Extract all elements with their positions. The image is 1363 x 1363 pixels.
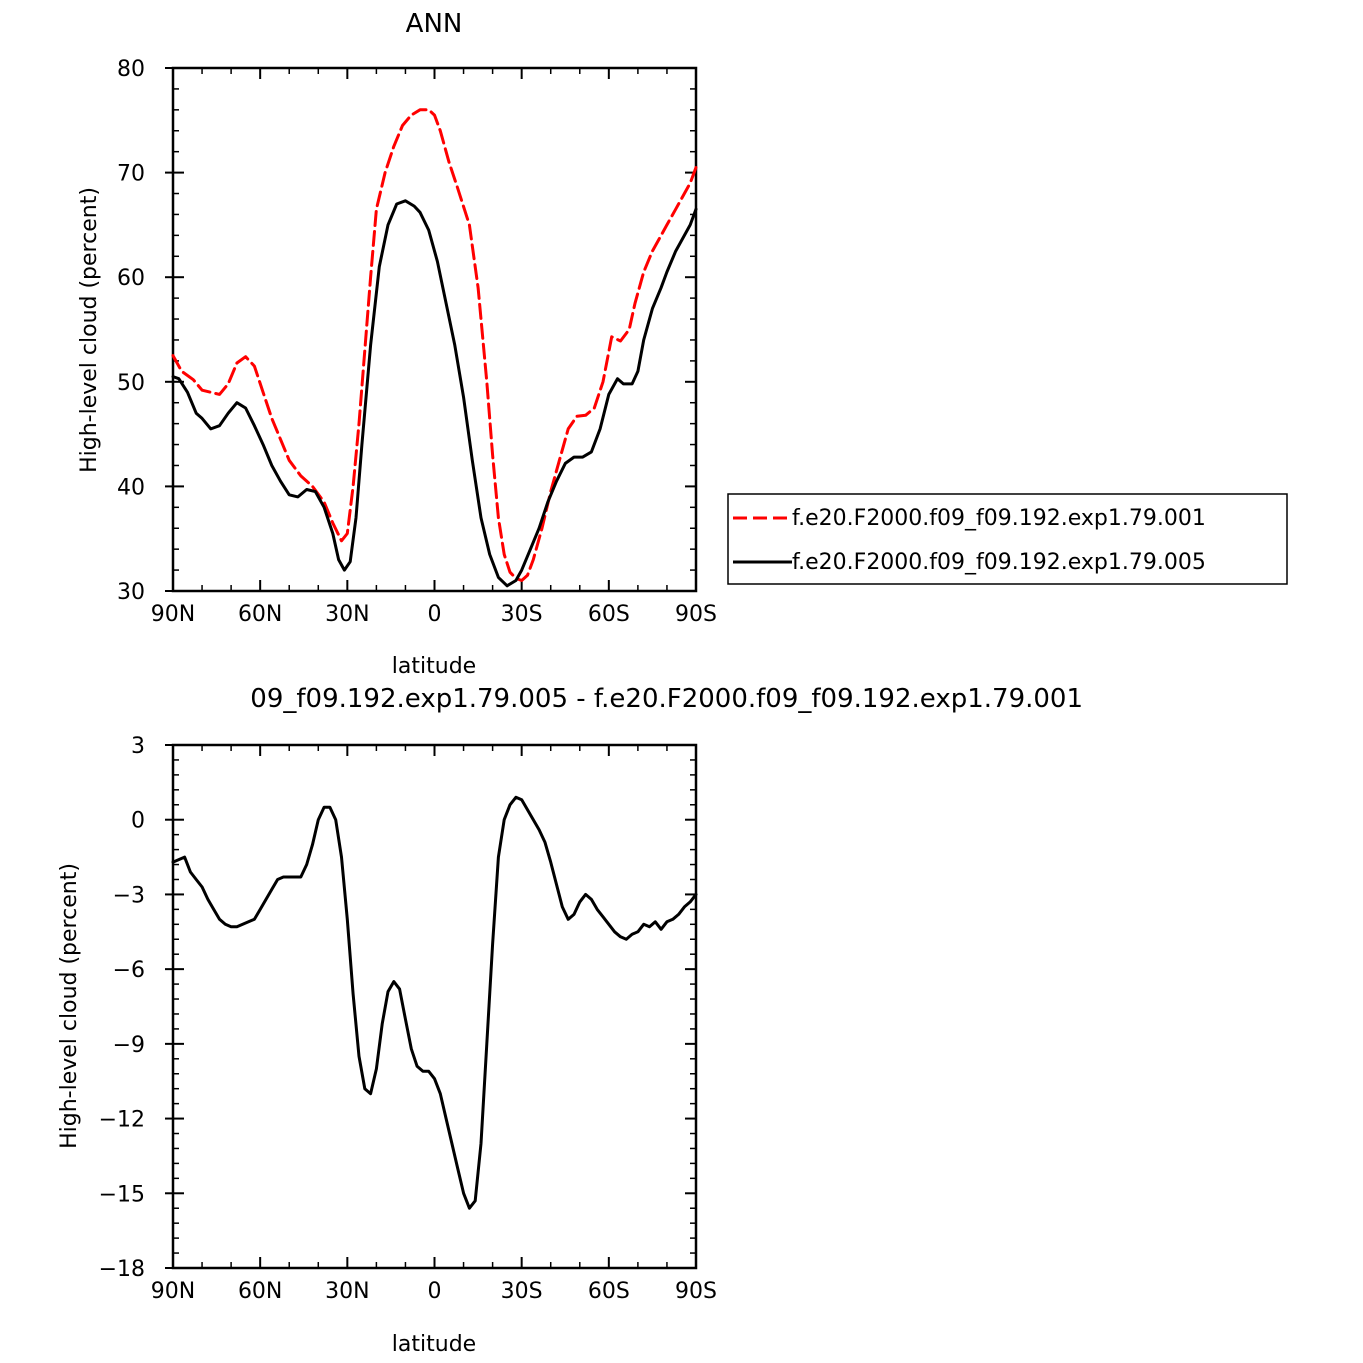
top-chart-x-tick-label: 60N xyxy=(238,602,282,627)
legend: f.e20.F2000.f09_f09.192.exp1.79.001 f.e2… xyxy=(727,493,1288,585)
bottom-chart-y-tick-label: 3 xyxy=(131,734,145,759)
bottom-chart-x-tick-label: 90N xyxy=(151,1279,195,1304)
top-chart-y-tick-label: 60 xyxy=(117,266,145,291)
top-chart: ANN 90N 60N 30N 0 30S 60S 90S 30 40 50 60 70 80 lati… xyxy=(77,9,1288,679)
top-chart-title: ANN xyxy=(406,9,463,39)
top-chart-series xyxy=(171,108,698,588)
bottom-chart-x-axis-title: latitude xyxy=(392,1332,476,1357)
bottom-chart-y-tick-label: −15 xyxy=(99,1182,145,1207)
bottom-chart-y-tick-label: −18 xyxy=(99,1257,145,1282)
bottom-chart-y-axis-title: High-level cloud (percent) xyxy=(57,863,82,1149)
bottom-chart-x-tick-label: 60S xyxy=(588,1279,630,1304)
top-chart-x-axis-title: latitude xyxy=(392,654,476,679)
bottom-chart: 09_f09.192.exp1.79.005 - f.e20.F2000.f09… xyxy=(57,684,1083,1357)
bottom-chart-y-tick-label: −12 xyxy=(99,1108,145,1133)
bottom-chart-x-tick-label: 30S xyxy=(501,1279,543,1304)
top-chart-series-line-0 xyxy=(171,108,698,582)
bottom-chart-y-tick-label: −6 xyxy=(113,958,145,983)
bottom-chart-ticks: 90N 60N 30N 0 30S 60S 90S 3 0 −3 −6 −9 −12 −15 −18 xyxy=(99,734,717,1304)
top-chart-x-tick-label: 30S xyxy=(501,602,543,627)
bottom-chart-x-tick-label: 90S xyxy=(675,1279,717,1304)
bottom-chart-series-line-0 xyxy=(171,795,698,1210)
top-chart-y-tick-label: 50 xyxy=(117,371,145,396)
top-chart-x-tick-label: 90S xyxy=(675,602,717,627)
legend-label-1: f.e20.F2000.f09_f09.192.exp1.79.005 xyxy=(792,550,1206,575)
top-chart-y-tick-label: 30 xyxy=(117,580,145,605)
top-chart-y-tick-label: 70 xyxy=(117,162,145,187)
top-chart-y-axis-title: High-level cloud (percent) xyxy=(77,187,102,473)
top-chart-ticks: 90N 60N 30N 0 30S 60S 90S 30 40 50 60 70 80 xyxy=(117,57,717,627)
top-chart-y-tick-label: 80 xyxy=(117,57,145,82)
bottom-chart-x-tick-label: 60N xyxy=(238,1279,282,1304)
top-chart-x-tick-label: 60S xyxy=(588,602,630,627)
bottom-chart-x-tick-label: 30N xyxy=(325,1279,369,1304)
top-chart-y-tick-label: 40 xyxy=(117,475,145,500)
top-chart-x-tick-label: 0 xyxy=(428,602,442,627)
top-chart-plot-frame xyxy=(171,66,698,593)
top-chart-x-tick-label: 30N xyxy=(325,602,369,627)
bottom-chart-y-tick-label: −9 xyxy=(113,1033,145,1058)
legend-box xyxy=(727,493,1288,585)
bottom-chart-title: 09_f09.192.exp1.79.005 - f.e20.F2000.f09… xyxy=(250,684,1083,714)
top-chart-x-tick-label: 90N xyxy=(151,602,195,627)
top-chart-series-line-1 xyxy=(171,199,698,588)
bottom-chart-x-tick-label: 0 xyxy=(428,1279,442,1304)
bottom-chart-y-tick-label: 0 xyxy=(131,809,145,834)
legend-label-0: f.e20.F2000.f09_f09.192.exp1.79.001 xyxy=(792,506,1206,531)
bottom-chart-y-tick-label: −3 xyxy=(113,883,145,908)
bottom-chart-plot-frame xyxy=(171,743,698,1270)
bottom-chart-series xyxy=(171,795,698,1210)
